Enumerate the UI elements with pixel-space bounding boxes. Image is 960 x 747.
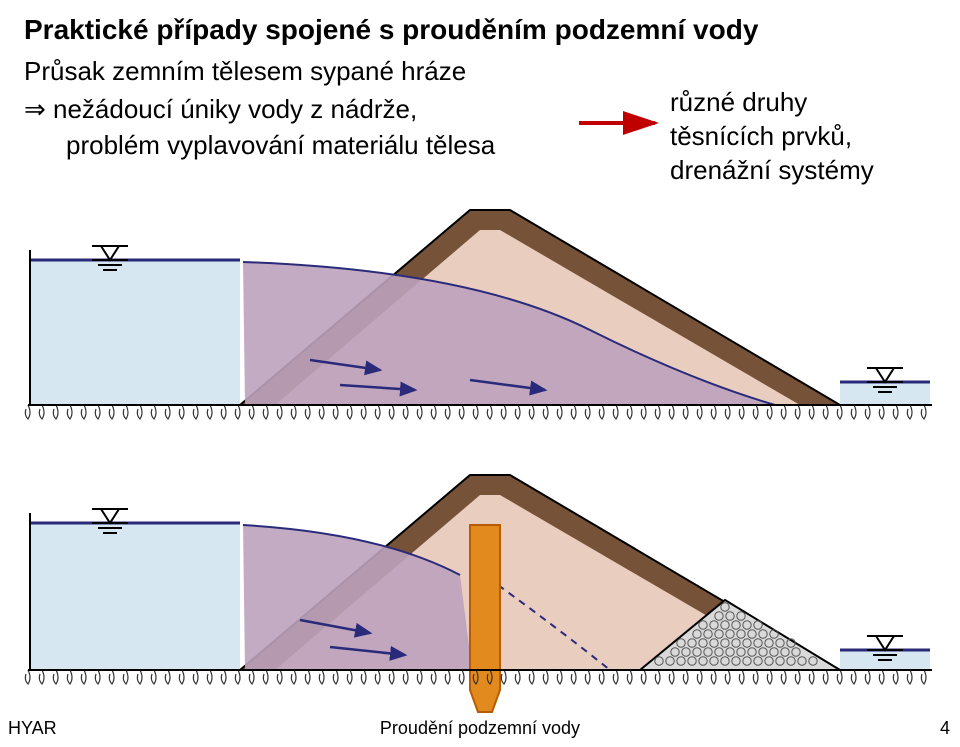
- right-column: různé druhy těsnících prvků, drenážní sy…: [670, 86, 874, 187]
- right-line-3: drenážní systémy: [670, 154, 874, 188]
- page-number: 4: [940, 718, 950, 739]
- subtitle-line-3: problém vyplavování materiálu tělesa: [66, 130, 495, 161]
- subtitle-line-1: Průsak zemním tělesem sypané hráze: [24, 56, 466, 87]
- subtitle-line-2: ⇒ nežádoucí úniky vody z nádrže,: [24, 94, 417, 125]
- implies-arrow-icon: [575, 108, 675, 138]
- right-line-1: různé druhy: [670, 86, 874, 120]
- page-title: Praktické případy spojené s prouděním po…: [24, 14, 758, 46]
- dam-cutoff-diagram: [0, 455, 960, 715]
- footer-middle: Proudění podzemní vody: [0, 718, 960, 739]
- dam-seepage-diagram: [0, 190, 960, 435]
- right-line-2: těsnících prvků,: [670, 120, 874, 154]
